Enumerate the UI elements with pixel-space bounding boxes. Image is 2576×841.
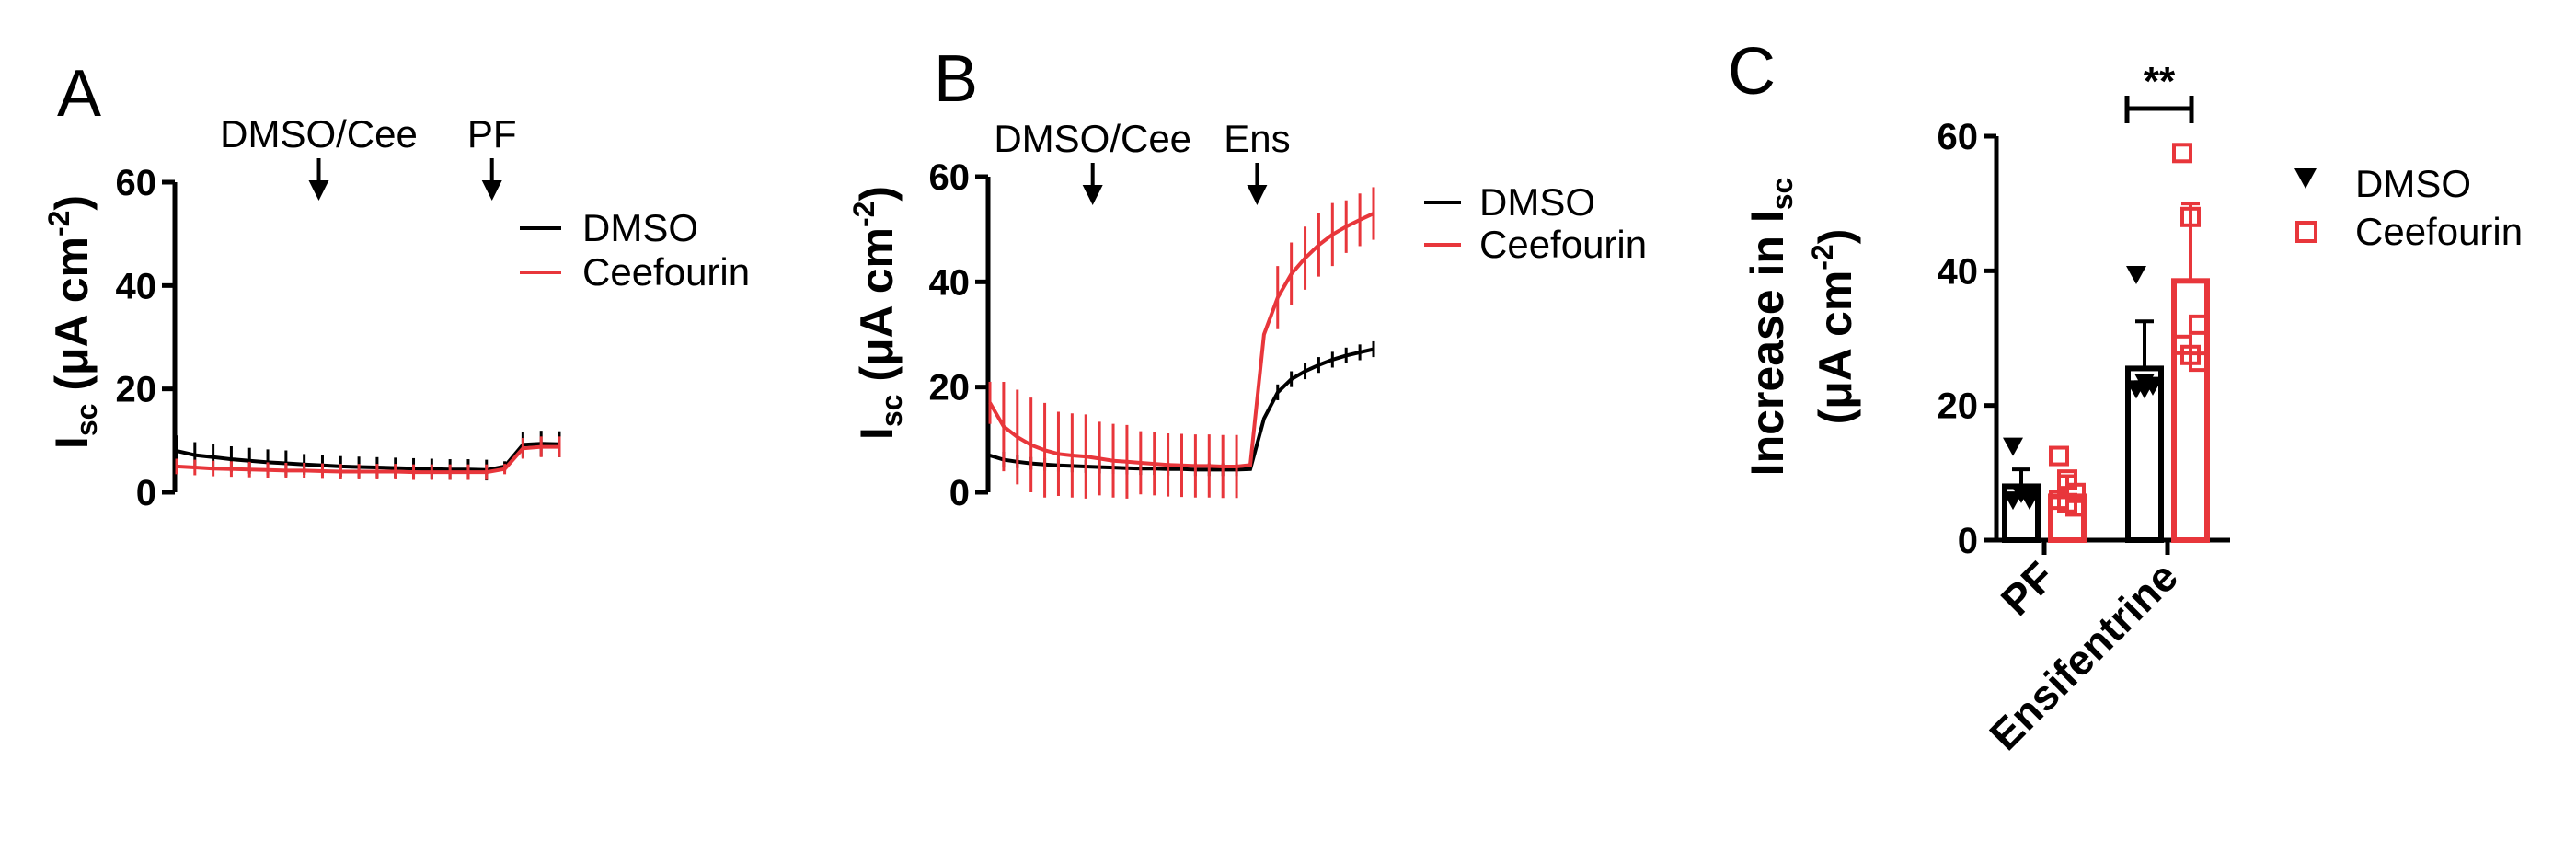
series-line-ceefourin — [988, 212, 1374, 468]
y-tick-label: 40 — [1938, 251, 1979, 292]
y-tick-label: 40 — [929, 262, 971, 303]
data-point-ceefourin — [2065, 496, 2086, 517]
data-point-dmso — [2143, 376, 2163, 396]
y-tick-label: 40 — [116, 266, 157, 306]
panel-c-y-axis-label-line1: Increase in Isc — [1742, 178, 1799, 477]
annotation-label: PF — [467, 112, 517, 156]
panel-c-legend: DMSO Ceefourin — [2294, 162, 2523, 253]
panel-b-y-axis-label: Isc (μA cm-2) — [847, 186, 908, 440]
data-point-ceefourin — [2180, 206, 2201, 227]
data-point-ceefourin — [2172, 143, 2192, 164]
y-tick-label: 0 — [949, 473, 970, 513]
panel-a-legend: DMSO Ceefourin — [520, 206, 750, 294]
panel-a-legend-ceefourin: Ceefourin — [582, 250, 750, 294]
annotation-arrow-head — [1247, 185, 1268, 205]
panel-b-legend-ceefourin: Ceefourin — [1479, 223, 1647, 266]
data-point-ceefourin — [2189, 314, 2209, 335]
annotation-arrow-head — [481, 180, 502, 201]
panel-b-plot — [988, 187, 1375, 499]
panel-c-y-axis-label-line2: (μA cm-2) — [1806, 229, 1861, 425]
panel-c: C Increase in Isc (μA cm-2) 0204060PFEns… — [1728, 35, 2523, 759]
panel-a-y-axis-label: Isc (μA cm-2) — [42, 195, 103, 449]
data-point-ceefourin — [2189, 351, 2209, 373]
legend-marker-dmso — [2294, 168, 2317, 189]
y-tick-label: 60 — [1938, 117, 1979, 157]
data-point-dmso — [2003, 437, 2023, 456]
panel-a-label: A — [57, 57, 101, 131]
annotation-label: DMSO/Cee — [994, 117, 1191, 160]
data-point-ceefourin — [2049, 445, 2069, 467]
y-tick-label: 0 — [1958, 521, 1978, 561]
y-tick-label: 0 — [136, 473, 156, 513]
panel-c-plot — [2002, 143, 2210, 544]
panel-b-axes: 0 20 40 60 — [929, 157, 991, 513]
y-tick-label: 60 — [929, 157, 971, 198]
series-line-ceefourin — [176, 444, 559, 475]
panel-a-plot — [175, 431, 561, 481]
panel-c-legend-dmso: DMSO — [2355, 162, 2471, 205]
data-point-dmso — [2126, 265, 2146, 284]
panel-b: B Isc (μA cm-2) 0 20 40 60 DMSO/Cee Ens DMSO… — [847, 42, 1647, 513]
panel-b-label: B — [934, 42, 978, 116]
panel-a: A Isc (μA cm-2) 0 20 40 60 DMSO/Cee PF DMSO … — [42, 57, 750, 513]
panel-b-annotations: DMSO/Cee Ens — [994, 117, 1291, 205]
panel-b-legend-dmso: DMSO — [1479, 180, 1595, 224]
panel-c-label: C — [1728, 35, 1776, 109]
panel-a-legend-dmso: DMSO — [582, 206, 698, 249]
data-point-dmso — [2019, 491, 2040, 511]
y-tick-label: 20 — [116, 370, 157, 410]
annotation-label: DMSO/Cee — [220, 112, 418, 156]
legend-marker-ceefourin — [2295, 221, 2317, 243]
annotation-arrow-head — [1082, 185, 1103, 205]
significance-label: ** — [2144, 59, 2176, 104]
y-tick-label: 20 — [1938, 386, 1979, 427]
panel-c-significance: ** — [2124, 59, 2194, 123]
y-tick-label: 60 — [116, 163, 157, 203]
x-category-label: PF — [1992, 552, 2064, 624]
y-tick-label: 20 — [929, 368, 971, 409]
panel-c-legend-ceefourin: Ceefourin — [2355, 210, 2523, 253]
bar-ceefourin — [2171, 278, 2210, 543]
annotation-label: Ens — [1224, 117, 1290, 160]
panel-b-legend: DMSO Ceefourin — [1424, 180, 1647, 266]
annotation-arrow-head — [308, 180, 329, 201]
panel-a-axes: 0 20 40 60 — [116, 163, 178, 513]
panel-a-annotations: DMSO/Cee PF — [220, 112, 517, 201]
series-line-dmso — [176, 442, 560, 472]
